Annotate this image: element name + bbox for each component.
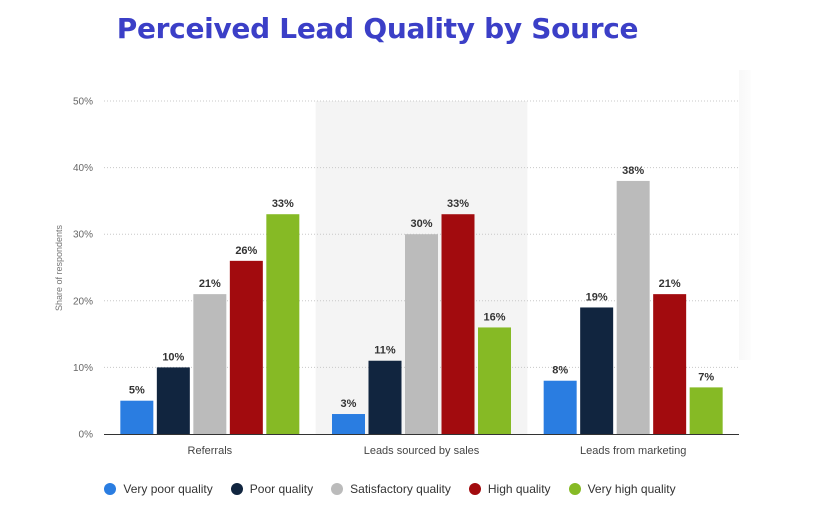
legend-label: High quality bbox=[487, 482, 551, 496]
chart-title: Perceived Lead Quality by Source bbox=[116, 12, 639, 45]
legend-label: Very poor quality bbox=[123, 482, 213, 496]
y-tick-label: 0% bbox=[79, 430, 94, 441]
y-tick-label: 10% bbox=[73, 363, 93, 374]
legend-item[interactable]: High quality bbox=[468, 482, 551, 496]
data-label: 38% bbox=[622, 165, 644, 177]
legend-label: Poor quality bbox=[249, 482, 314, 496]
legend-item[interactable]: Poor quality bbox=[230, 482, 314, 496]
data-label: 7% bbox=[698, 371, 714, 383]
bar bbox=[689, 387, 723, 434]
bar bbox=[478, 327, 511, 434]
x-tick-label: Leads from marketing bbox=[580, 445, 686, 457]
data-label: 21% bbox=[659, 278, 681, 290]
bar bbox=[266, 214, 300, 434]
legend-marker bbox=[230, 483, 243, 495]
legend-marker bbox=[331, 483, 344, 495]
bar bbox=[368, 360, 402, 434]
bar bbox=[653, 294, 687, 434]
data-label: 11% bbox=[374, 345, 396, 357]
bar bbox=[120, 400, 154, 434]
bar-chart: 0% 10% 20% 30% 40% 50% 5% 10% 21% 26% 33% Referral… bbox=[54, 97, 739, 457]
data-label: 33% bbox=[447, 198, 469, 210]
legend-item[interactable]: Satisfactory quality bbox=[331, 482, 451, 496]
y-tick-label: 50% bbox=[73, 97, 93, 108]
bar bbox=[193, 294, 227, 434]
data-label: 30% bbox=[410, 218, 432, 230]
bar bbox=[332, 414, 365, 434]
data-label: 8% bbox=[552, 365, 568, 377]
bar bbox=[441, 214, 475, 434]
legend-marker bbox=[104, 483, 117, 495]
data-label: 33% bbox=[272, 198, 294, 210]
x-tick-label: Leads sourced by sales bbox=[364, 445, 480, 457]
bar bbox=[543, 380, 577, 434]
x-tick-label: Referrals bbox=[188, 445, 233, 457]
data-label: 3% bbox=[341, 398, 357, 410]
bar bbox=[156, 367, 190, 434]
legend-item[interactable]: Very high quality bbox=[568, 482, 676, 496]
data-label: 21% bbox=[199, 278, 221, 290]
y-tick-label: 40% bbox=[73, 163, 93, 174]
data-label: 16% bbox=[483, 311, 505, 323]
legend-marker bbox=[568, 483, 581, 495]
legend-marker bbox=[468, 483, 481, 495]
legend-label: Satisfactory quality bbox=[350, 482, 451, 496]
data-label: 10% bbox=[162, 351, 184, 363]
bar bbox=[405, 234, 438, 434]
bar bbox=[580, 307, 614, 434]
y-tick-label: 30% bbox=[73, 230, 93, 241]
legend-item[interactable]: Very poor quality bbox=[104, 482, 213, 496]
data-label: 26% bbox=[235, 245, 257, 257]
panel-edge bbox=[739, 70, 751, 360]
data-label: 19% bbox=[586, 291, 608, 303]
legend-label: Very high quality bbox=[587, 482, 676, 496]
legend: Very poor quality Poor quality Satisfactor… bbox=[0, 482, 780, 496]
y-tick-label: 20% bbox=[73, 296, 93, 307]
data-label: 5% bbox=[129, 385, 145, 397]
bar bbox=[229, 260, 263, 434]
bar bbox=[616, 180, 650, 434]
y-axis-label: Share of respondents bbox=[54, 224, 64, 311]
